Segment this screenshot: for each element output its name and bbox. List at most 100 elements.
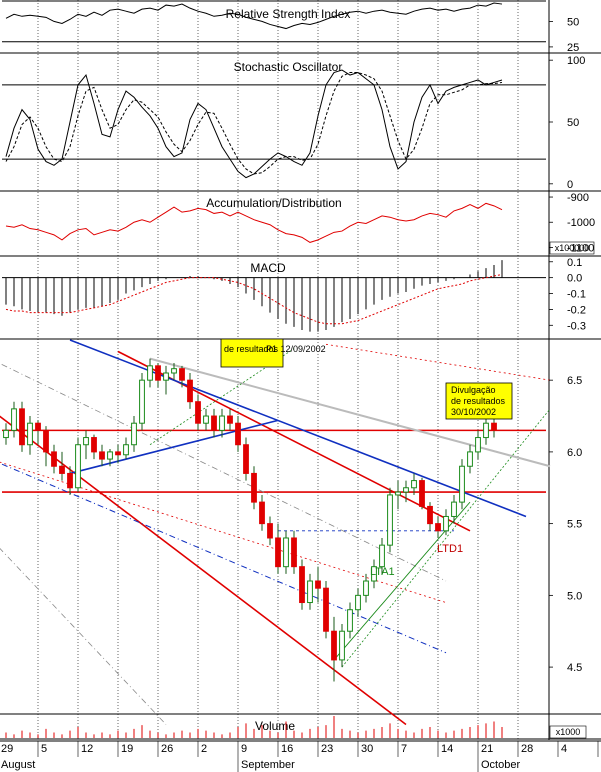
earnings-note-left-code: P1 [266, 344, 277, 354]
candle-body [403, 487, 409, 493]
x-day-label: 29 [1, 743, 13, 755]
macd-ytick-label: -0.3 [567, 320, 586, 332]
ad-multiplier: x100000 [555, 243, 590, 253]
volume-multiplier: x1000 [556, 727, 581, 737]
volume-layer [5, 716, 503, 738]
price-ytick-label: 5.5 [567, 519, 582, 531]
earnings-note-right-line1: Divulgação [451, 385, 496, 395]
y-tick-labels-layer: 25 50 0 50 100 -900 -1000 -1100 0.1 0.0 -0.1 -0.2 -0… [549, 16, 595, 674]
ad-multiplier-box [549, 241, 595, 255]
candle-body [459, 465, 465, 503]
stoch-d-line [5, 72, 503, 175]
candle-body [235, 422, 241, 446]
candle-body [211, 415, 217, 431]
x-day-label: 12 [81, 743, 93, 755]
stoch-ytick-label: 0 [567, 179, 573, 191]
blue-dashed-channel [0, 462, 447, 654]
candle-body [467, 451, 473, 467]
candle-body [307, 580, 313, 604]
candle-body [315, 580, 321, 589]
candle-body [139, 379, 145, 424]
candle-body [443, 515, 449, 532]
ad-layer [5, 202, 503, 243]
candle-body [451, 501, 457, 517]
x-day-label: 5 [41, 743, 47, 755]
ad-ytick-label: -1100 [567, 242, 594, 254]
earnings-note-left-text: de resultados 12/09/2002 [224, 344, 326, 354]
ad-series-line [5, 202, 503, 243]
earnings-note-left: de resultados 12/09/2002 P1 [220, 338, 326, 368]
rsi-title: Relative Strength Index [226, 7, 351, 21]
candle-body [227, 415, 233, 424]
candle-body [27, 422, 33, 446]
candle-body [75, 444, 81, 489]
macd-ytick-label: 0.0 [567, 273, 582, 285]
candle-body [171, 368, 177, 374]
candle-body [411, 480, 417, 489]
candle-body [355, 594, 361, 611]
x-day-label: 9 [241, 743, 247, 755]
candle-body [475, 437, 481, 453]
x-day-label: 30 [361, 743, 373, 755]
candle-body [435, 523, 441, 532]
candle-body [491, 422, 497, 431]
earnings-note-right-line3: 30/10/2002 [451, 407, 496, 417]
x-month-label: August [1, 759, 35, 771]
candle-body [131, 422, 137, 446]
volume-multiplier-box [549, 725, 587, 739]
x-month-label: September [241, 759, 295, 771]
x-day-label: 23 [321, 743, 333, 755]
macd-ytick-label: -0.2 [567, 304, 586, 316]
x-day-label: 7 [401, 743, 407, 755]
price-ytick-label: 6.0 [567, 447, 582, 459]
ad-ytick-label: -900 [567, 192, 589, 204]
candle-body [299, 566, 305, 604]
candle-body [123, 444, 129, 456]
candle-body [67, 472, 73, 489]
candle-body [35, 422, 41, 431]
x-day-label: 16 [281, 743, 293, 755]
candle-body [19, 408, 25, 446]
price-ytick-label: 6.5 [567, 375, 582, 387]
rsi-series-line [5, 2, 503, 30]
rsi-ytick-label: 25 [567, 42, 579, 54]
candle-body [387, 494, 393, 546]
candle-body [203, 415, 209, 424]
earnings-note-right-box [445, 382, 513, 420]
candle-body [83, 437, 89, 446]
candle-body [259, 501, 265, 525]
price-ytick-label: 4.5 [567, 662, 582, 674]
gray-trendline [149, 357, 551, 468]
price-candles-layer [3, 358, 497, 682]
blue-support-line [69, 419, 279, 475]
macd-ytick-label: 0.1 [567, 257, 582, 269]
x-day-label: 26 [161, 743, 173, 755]
x-month-label: October [481, 759, 520, 771]
rsi-ytick-label: 50 [567, 16, 579, 28]
candle-body [11, 408, 17, 431]
candle-body [275, 537, 281, 568]
candle-body [267, 523, 273, 539]
x-day-label: 14 [441, 743, 453, 755]
green-dotted-lta [341, 408, 551, 668]
gray-channel-line-lower [0, 547, 167, 725]
price-ytick-label: 5.0 [567, 590, 582, 602]
candle-body [51, 451, 57, 467]
macd-ytick-label: -0.1 [567, 289, 586, 301]
candle-body [99, 451, 105, 460]
macd-layer [2, 260, 546, 332]
price-trendlines-layer [0, 339, 551, 726]
channel-lower-red-line [0, 415, 407, 726]
ad-ytick-label: -1000 [567, 217, 595, 229]
x-day-label: 28 [521, 743, 533, 755]
candle-body [251, 472, 257, 503]
blue-resistance-line [69, 339, 527, 518]
candle-body [219, 415, 225, 431]
ad-title: Accumulation/Distribution [206, 196, 341, 210]
candle-body [155, 365, 161, 381]
stoch-ytick-label: 100 [567, 55, 585, 67]
candle-body [187, 379, 193, 403]
x-axis-layer: 295121926291623307142128411AugustSeptemb… [0, 740, 601, 772]
candle-body [243, 444, 249, 474]
